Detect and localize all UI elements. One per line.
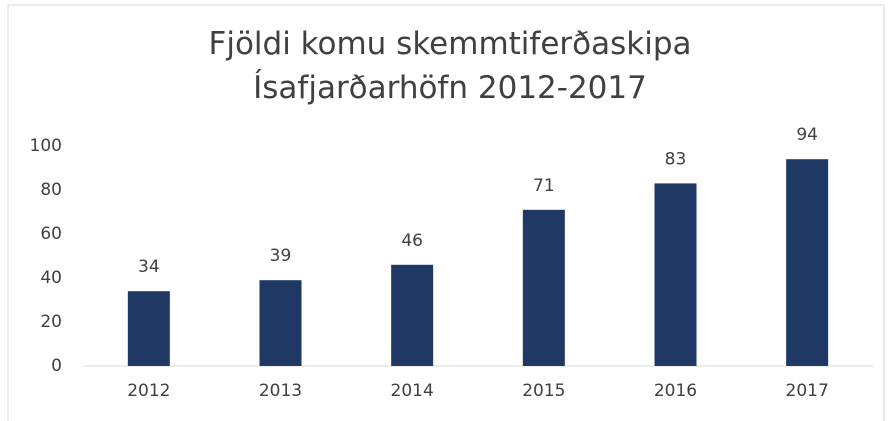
- y-tick-label: 40: [40, 268, 62, 288]
- x-tick-label: 2015: [522, 381, 565, 401]
- bar: [127, 291, 170, 366]
- x-tick-label: 2016: [654, 381, 697, 401]
- y-tick-label: 80: [40, 180, 62, 200]
- bar: [786, 159, 829, 366]
- data-label: 94: [796, 125, 818, 145]
- chart-title: Fjöldi komu skemmtiferðaskipa Ísafjarðar…: [208, 26, 692, 106]
- bar: [259, 280, 302, 366]
- y-tick-label: 60: [40, 224, 62, 244]
- bar: [654, 183, 697, 366]
- x-tick-label: 2013: [259, 381, 302, 401]
- data-label: 71: [533, 176, 555, 196]
- y-tick-label: 100: [30, 136, 62, 156]
- y-tick-label: 20: [40, 312, 62, 332]
- data-label: 39: [270, 246, 292, 266]
- bar: [522, 209, 565, 366]
- x-tick-label: 2014: [391, 381, 434, 401]
- y-tick-label: 0: [51, 356, 62, 376]
- data-label: 83: [665, 149, 687, 169]
- data-label: 34: [138, 257, 160, 277]
- x-tick-label: 2017: [786, 381, 829, 401]
- data-label: 46: [401, 231, 423, 251]
- x-tick-label: 2012: [127, 381, 170, 401]
- chart-border: [7, 4, 885, 421]
- bar: [391, 264, 434, 366]
